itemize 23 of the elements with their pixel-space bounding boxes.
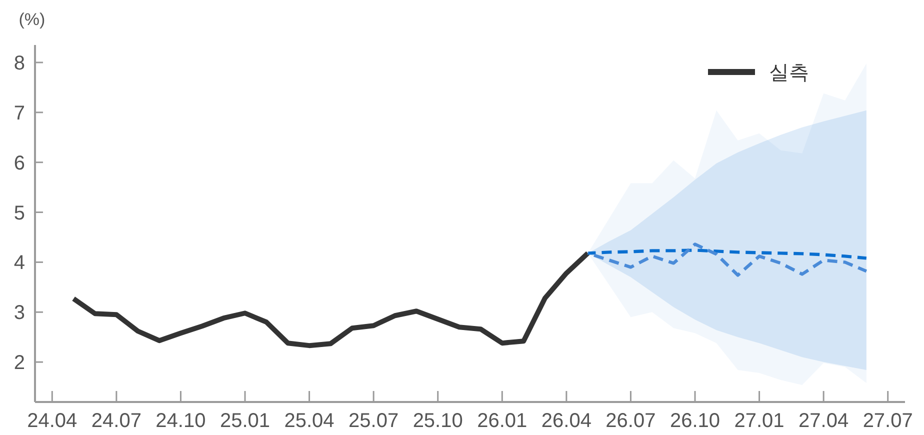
x-tick-label: 25.10: [412, 410, 463, 432]
y-tick-label: 8: [14, 52, 25, 74]
x-tick-label: 26.10: [670, 410, 720, 432]
y-tick-label: 2: [14, 352, 25, 374]
x-tick-label: 24.10: [156, 410, 206, 432]
legend-label: 실측: [769, 62, 809, 84]
x-tick-label: 27.07: [862, 410, 913, 432]
x-tick-label: 26.07: [606, 410, 656, 432]
x-tick-label: 27.04: [798, 410, 849, 432]
y-tick-label: 5: [14, 202, 25, 224]
x-tick-label: 26.04: [541, 410, 592, 432]
x-tick-label: 26.01: [477, 410, 528, 432]
y-axis-title: (%): [18, 10, 46, 29]
x-tick-label: 25.04: [284, 410, 334, 432]
x-tick-label: 24.07: [91, 410, 142, 432]
y-tick-label: 7: [14, 102, 25, 124]
y-tick-label: 4: [14, 252, 25, 274]
y-tick-label: 6: [14, 152, 25, 174]
x-tick-label: 25.01: [220, 410, 270, 432]
y-tick-label: 3: [14, 302, 25, 324]
x-tick-label: 25.07: [348, 410, 399, 432]
x-tick-label: 27.01: [734, 410, 784, 432]
x-tick-label: 24.04: [27, 410, 78, 432]
